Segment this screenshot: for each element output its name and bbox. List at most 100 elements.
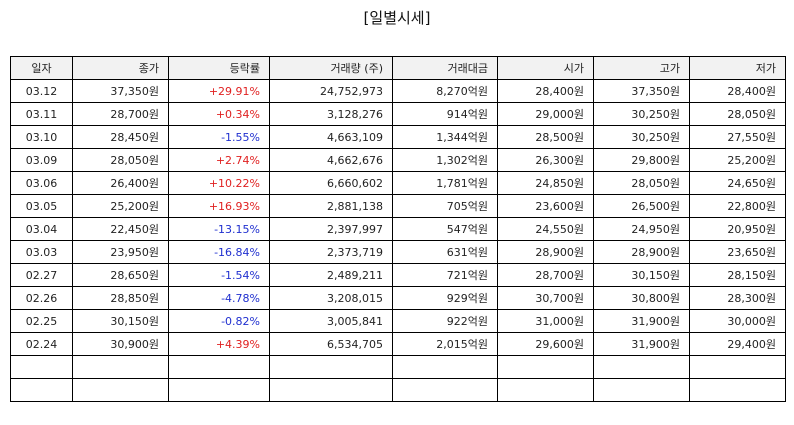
cell-close: 28,450원 — [72, 125, 169, 149]
cell-change: -1.54% — [168, 263, 270, 287]
header-close: 종가 — [72, 56, 169, 80]
empty-row — [10, 378, 786, 402]
cell-open: 23,600원 — [497, 194, 594, 218]
header-open: 시가 — [497, 56, 594, 80]
header-low: 저가 — [689, 56, 786, 80]
cell-volume: 4,663,109 — [269, 125, 393, 149]
cell-change: +29.91% — [168, 79, 270, 103]
cell-open: 29,000원 — [497, 102, 594, 126]
cell-change: +10.22% — [168, 171, 270, 195]
cell-close: 22,450원 — [72, 217, 169, 241]
empty-cell — [269, 355, 393, 379]
cell-close: 23,950원 — [72, 240, 169, 264]
empty-cell — [168, 378, 270, 402]
cell-close: 26,400원 — [72, 171, 169, 195]
page-title: [일별시세] — [363, 9, 431, 27]
cell-date: 03.11 — [10, 102, 73, 126]
cell-volume: 2,373,719 — [269, 240, 393, 264]
cell-low: 28,150원 — [689, 263, 786, 287]
empty-cell — [689, 355, 786, 379]
header-change: 등락률 — [168, 56, 270, 80]
cell-amount: 2,015억원 — [392, 332, 498, 356]
cell-open: 30,700원 — [497, 286, 594, 310]
cell-low: 27,550원 — [689, 125, 786, 149]
empty-row — [10, 355, 786, 379]
table-row: 03.11 28,700원 +0.34% 3,128,276 914억원 29,000원 3… — [10, 102, 786, 126]
header-date: 일자 — [10, 56, 73, 80]
cell-amount: 1,344억원 — [392, 125, 498, 149]
cell-close: 28,050원 — [72, 148, 169, 172]
cell-close: 28,850원 — [72, 286, 169, 310]
cell-low: 28,300원 — [689, 286, 786, 310]
table-row: 02.25 30,150원 -0.82% 3,005,841 922억원 31,000원 3… — [10, 309, 786, 333]
cell-open: 28,700원 — [497, 263, 594, 287]
cell-open: 28,900원 — [497, 240, 594, 264]
cell-open: 28,400원 — [497, 79, 594, 103]
cell-low: 24,650원 — [689, 171, 786, 195]
cell-open: 26,300원 — [497, 148, 594, 172]
cell-amount: 1,302억원 — [392, 148, 498, 172]
cell-change: +16.93% — [168, 194, 270, 218]
table-row: 03.05 25,200원 +16.93% 2,881,138 705억원 23,600원… — [10, 194, 786, 218]
cell-low: 25,200원 — [689, 148, 786, 172]
cell-low: 20,950원 — [689, 217, 786, 241]
cell-low: 30,000원 — [689, 309, 786, 333]
cell-close: 25,200원 — [72, 194, 169, 218]
header-volume: 거래량 (주) — [269, 56, 393, 80]
cell-date: 02.25 — [10, 309, 73, 333]
cell-volume: 2,397,997 — [269, 217, 393, 241]
cell-amount: 705억원 — [392, 194, 498, 218]
table-row: 02.24 30,900원 +4.39% 6,534,705 2,015억원 29,600… — [10, 332, 786, 356]
table-row: 03.12 37,350원 +29.91% 24,752,973 8,270억원 28,4… — [10, 79, 786, 103]
cell-high: 30,250원 — [593, 125, 690, 149]
cell-volume: 3,005,841 — [269, 309, 393, 333]
cell-date: 02.27 — [10, 263, 73, 287]
cell-change: -4.78% — [168, 286, 270, 310]
cell-date: 03.09 — [10, 148, 73, 172]
cell-low: 23,650원 — [689, 240, 786, 264]
cell-date: 03.05 — [10, 194, 73, 218]
cell-high: 24,950원 — [593, 217, 690, 241]
cell-volume: 2,489,211 — [269, 263, 393, 287]
cell-volume: 3,208,015 — [269, 286, 393, 310]
cell-high: 37,350원 — [593, 79, 690, 103]
cell-amount: 8,270억원 — [392, 79, 498, 103]
cell-amount: 1,781억원 — [392, 171, 498, 195]
cell-close: 30,900원 — [72, 332, 169, 356]
cell-high: 30,150원 — [593, 263, 690, 287]
cell-change: +0.34% — [168, 102, 270, 126]
table-row: 03.06 26,400원 +10.22% 6,660,602 1,781억원 24,85… — [10, 171, 786, 195]
table-row: 03.03 23,950원 -16.84% 2,373,719 631억원 28,900원… — [10, 240, 786, 264]
header-amount: 거래대금 — [392, 56, 498, 80]
daily-price-table: 일자 종가 등락률 거래량 (주) 거래대금 시가 고가 저가 03.12 37,… — [10, 56, 786, 402]
cell-change: -13.15% — [168, 217, 270, 241]
empty-cell — [72, 355, 169, 379]
cell-date: 02.24 — [10, 332, 73, 356]
empty-cell — [392, 355, 498, 379]
empty-cell — [497, 378, 594, 402]
cell-high: 31,900원 — [593, 332, 690, 356]
cell-open: 24,550원 — [497, 217, 594, 241]
empty-cell — [593, 378, 690, 402]
cell-date: 03.06 — [10, 171, 73, 195]
cell-low: 22,800원 — [689, 194, 786, 218]
cell-change: -1.55% — [168, 125, 270, 149]
empty-cell — [168, 355, 270, 379]
cell-volume: 6,660,602 — [269, 171, 393, 195]
cell-amount: 721억원 — [392, 263, 498, 287]
empty-cell — [72, 378, 169, 402]
empty-cell — [689, 378, 786, 402]
table-row: 03.10 28,450원 -1.55% 4,663,109 1,344억원 28,500… — [10, 125, 786, 149]
empty-cell — [497, 355, 594, 379]
cell-amount: 929억원 — [392, 286, 498, 310]
cell-volume: 24,752,973 — [269, 79, 393, 103]
cell-high: 29,800원 — [593, 148, 690, 172]
table-row: 03.09 28,050원 +2.74% 4,662,676 1,302억원 26,300… — [10, 148, 786, 172]
cell-date: 03.10 — [10, 125, 73, 149]
cell-high: 28,900원 — [593, 240, 690, 264]
cell-low: 28,050원 — [689, 102, 786, 126]
cell-date: 03.03 — [10, 240, 73, 264]
empty-cell — [392, 378, 498, 402]
cell-high: 26,500원 — [593, 194, 690, 218]
cell-date: 03.12 — [10, 79, 73, 103]
